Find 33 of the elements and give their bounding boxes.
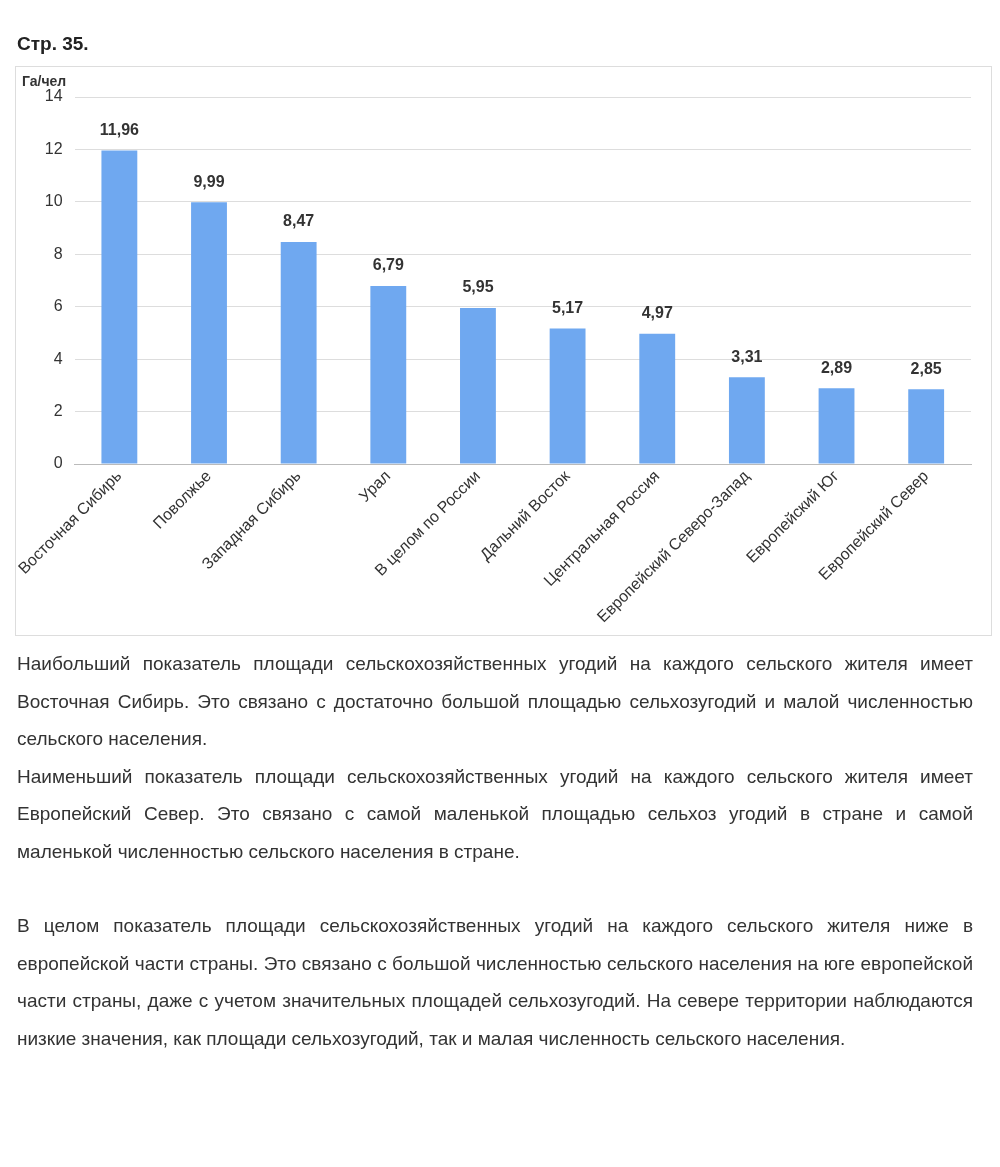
bar [460,308,496,464]
bar [191,202,227,464]
y-tick-label: 14 [44,87,63,105]
bar [280,241,317,464]
y-tick-label: 2 [53,401,63,419]
chart-title: Стр. 35. [17,33,89,55]
data-label: 6,79 [372,256,404,274]
bar [639,333,676,464]
y-tick-label: 8 [53,244,63,262]
data-label: 9,99 [193,172,225,190]
bar [101,150,138,464]
data-label: 11,96 [99,120,140,138]
data-label: 8,47 [283,212,315,230]
text: Наименьший показатель площади сельскохозяйственных угодий на каждого сельского жителя имеет Европейский Север. Это связано с самой маленькой площадью сельхоз угодий в стране и самой маленькой численностью сельского населения в стране. [17,764,973,864]
data-label: 5,95 [462,278,494,296]
text: Наибольший показатель площади сельскохозяйственных угодий на каждого сельского жителя имеет Восточная Сибирь. Это связано с достаточно большой площадью сельхозугодий и малой численностью сельского населения. [17,652,973,751]
y-tick-label: 6 [53,297,63,315]
text: В целом показатель площади сельскохозяйственных угодий на каждого сельского жителя ниже в европейской части страны. Это связано с большой численностью сельского населения на юге европейской части страны, даже с учетом значительных площадей сельхозугодий. На севере территории наблюдаются низкие значения, как площади сельхозугодий, так и малая численность сельского населения. [17,914,973,1051]
bar [818,388,855,464]
data-label: 2,89 [820,358,853,376]
bar [549,328,586,464]
y-tick-label: 0 [53,454,63,472]
y-tick-label: 12 [44,139,63,157]
data-label: 5,17 [552,298,584,316]
data-label: 2,85 [910,359,942,377]
y-tick-label: 10 [44,192,63,210]
bar [370,286,407,464]
data-label: 4,97 [641,304,673,322]
data-label: 3,31 [731,347,763,365]
y-tick-label: 4 [53,349,63,367]
bar [908,389,945,464]
y-axis-title: Га/чел [22,72,67,89]
bar [728,377,765,464]
